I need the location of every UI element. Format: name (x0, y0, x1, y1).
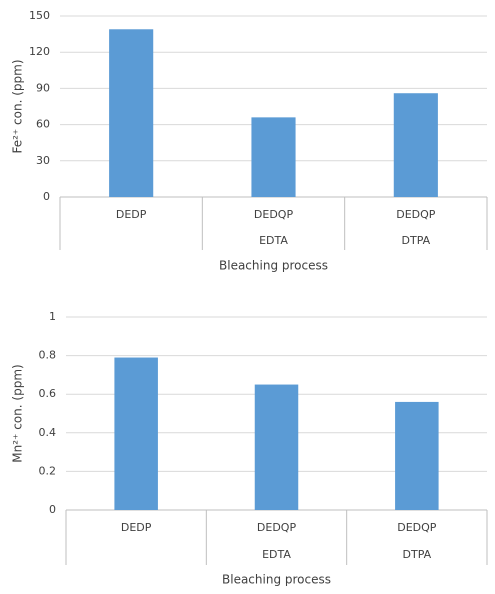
x-subcategory-label: EDTA (259, 234, 288, 247)
x-tick-label: DEDP (116, 208, 147, 221)
bar (109, 29, 154, 198)
y-tick-label: 90 (36, 81, 50, 94)
x-subcategory-label: DTPA (403, 548, 432, 561)
bar (393, 93, 438, 197)
y-axis-title: Mn²⁺ con. (ppm) (11, 364, 25, 462)
x-tick-label: DEDQP (397, 521, 437, 534)
bar (114, 357, 158, 510)
x-axis-title: Bleaching process (222, 573, 331, 587)
y-tick-label: 120 (29, 45, 50, 58)
y-tick-label: 150 (29, 9, 50, 22)
x-tick-label: DEDQP (257, 521, 297, 534)
x-subcategory-label: DTPA (402, 234, 431, 247)
y-tick-label: 0 (43, 190, 50, 203)
y-tick-label: 0.4 (39, 426, 57, 439)
x-tick-label: DEDQP (396, 208, 436, 221)
y-tick-label: 30 (36, 154, 50, 167)
bar (251, 117, 296, 197)
x-tick-label: DEDQP (254, 208, 294, 221)
y-axis-title: Fe²⁺ con. (ppm) (11, 59, 25, 153)
y-tick-label: 0.6 (39, 387, 57, 400)
x-subcategory-label: EDTA (262, 548, 291, 561)
y-tick-label: 60 (36, 118, 50, 131)
y-tick-label: 1 (49, 310, 56, 323)
y-tick-label: 0 (49, 503, 56, 516)
y-tick-label: 0.2 (39, 464, 57, 477)
bar (254, 384, 299, 510)
x-axis-title: Bleaching process (219, 259, 328, 273)
x-tick-label: DEDP (121, 521, 152, 534)
y-tick-label: 0.8 (39, 349, 57, 362)
bar (395, 401, 439, 510)
